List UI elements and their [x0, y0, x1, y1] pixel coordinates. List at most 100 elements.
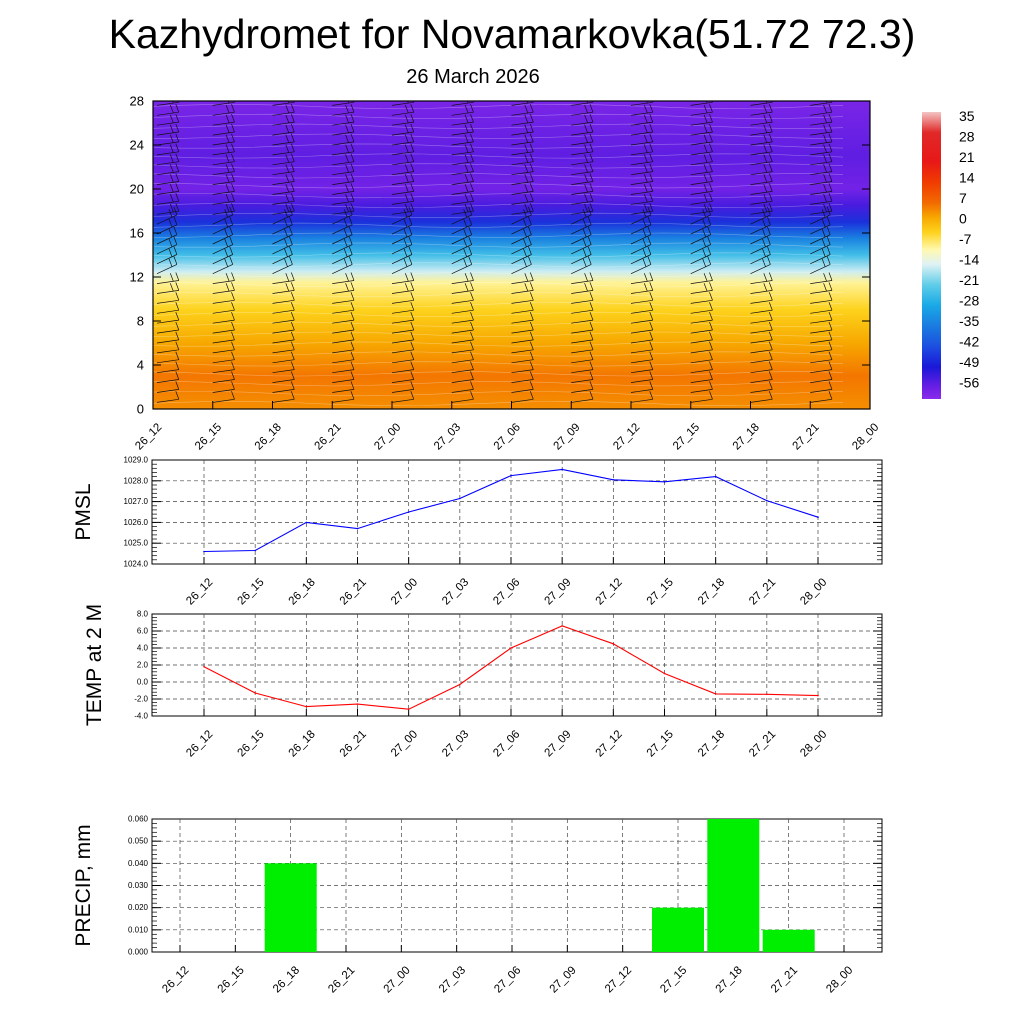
wind-barb: [511, 292, 534, 304]
wind-barb: [511, 246, 532, 265]
wind-barb: [810, 113, 833, 126]
wind-barb: [272, 246, 293, 265]
wind-barb: [810, 391, 833, 403]
wind-barb: [869, 293, 870, 294]
data-point: [510, 474, 512, 477]
wind-barb: [332, 226, 353, 245]
wind-barb: [750, 331, 773, 344]
wind-barb: [869, 213, 870, 215]
x-tick-label: 27_18: [696, 576, 727, 607]
wind-barb: [810, 193, 833, 205]
wind-barb: [869, 164, 870, 165]
wind-barb: [451, 236, 473, 255]
wind-barb: [272, 203, 295, 215]
wind-barb: [571, 341, 594, 354]
wind-barb: [212, 292, 235, 304]
wind-barb: [391, 321, 415, 334]
wind-barb: [156, 292, 180, 304]
wind-barb: [869, 223, 870, 225]
contour-line: [153, 272, 844, 278]
wind-barb: [451, 331, 474, 344]
wind-barb: [156, 371, 180, 383]
wind-barb: [511, 101, 534, 106]
wind-barb: [810, 226, 831, 245]
wind-barb: [272, 381, 295, 393]
wind-barb: [810, 203, 833, 215]
wind-barb: [690, 311, 713, 324]
wind-barb: [690, 381, 713, 393]
wind-barb: [272, 341, 295, 354]
wind-barb: [869, 233, 870, 235]
wind-barb: [156, 246, 178, 265]
wind-barb: [332, 183, 355, 195]
wind-barb: [571, 256, 592, 275]
wind-barb: [212, 302, 235, 314]
wind-barb: [690, 113, 713, 126]
data-point: [663, 672, 666, 675]
wind-barb: [332, 113, 355, 126]
wind-barb: [869, 144, 870, 145]
y-tick-label: 0.030: [128, 881, 149, 890]
colorbar-label: -21: [959, 272, 979, 288]
wind-barb: [272, 361, 295, 374]
wind-barb: [272, 292, 295, 304]
wind-barb: [511, 173, 534, 185]
wind-barb: [869, 332, 870, 334]
data-point: [203, 550, 205, 553]
wind-barb: [511, 311, 534, 324]
y-axis-title: PRECIP, mm: [72, 824, 95, 946]
wind-barb: [272, 193, 295, 205]
wind-barb: [332, 272, 355, 284]
wind-barb: [391, 256, 413, 275]
wind-barb: [571, 173, 594, 185]
wind-barb: [511, 341, 534, 354]
y-tick-label: 20: [130, 182, 144, 197]
wind-barb: [272, 123, 295, 136]
y-tick-label: 1027.0: [124, 497, 149, 506]
colorbar-strip: [922, 112, 941, 399]
contour-line: [153, 400, 844, 407]
wind-barb: [156, 302, 180, 314]
wind-barb: [511, 361, 534, 374]
wind-barb: [212, 361, 235, 374]
x-tick-label: 27_06: [492, 421, 523, 452]
wind-barb: [571, 351, 594, 364]
wind-barb: [212, 206, 234, 225]
wind-barb: [451, 341, 474, 354]
wind-barb: [272, 113, 295, 126]
data-point: [305, 705, 308, 708]
wind-barb: [750, 163, 773, 176]
wind-barb: [451, 113, 474, 126]
wind-barb: [511, 381, 534, 393]
wind-barb: [869, 283, 870, 284]
x-tick-label: 27_18: [696, 728, 727, 759]
y-tick-label: 4: [137, 358, 144, 373]
wind-barb: [511, 143, 534, 156]
colorbar-label: 21: [959, 149, 975, 165]
wind-barb: [451, 206, 473, 225]
wind-barb: [810, 143, 833, 156]
wind-barb: [212, 256, 234, 275]
wind-barb: [630, 341, 654, 354]
wind-barb: [272, 173, 295, 185]
wind-barb: [869, 352, 870, 353]
profile-contours: [153, 103, 844, 407]
wind-barb: [156, 193, 180, 205]
wind-barb: [750, 203, 773, 215]
data-point: [663, 481, 666, 483]
wind-barb: [571, 391, 594, 403]
wind-barb: [690, 321, 713, 334]
wind-barb: [630, 246, 652, 265]
wind-barb: [869, 253, 870, 254]
wind-barb: [212, 282, 235, 294]
wind-barb: [630, 351, 654, 364]
x-tick-label: 27_21: [791, 421, 822, 452]
contour-line: [153, 341, 844, 347]
wind-barb: [511, 351, 534, 364]
data-point: [817, 516, 819, 518]
wind-barb: [391, 361, 415, 374]
wind-barb: [750, 153, 773, 166]
wind-barb: [511, 256, 532, 275]
contour-line: [153, 351, 844, 357]
x-tick-label: 26_18: [287, 576, 318, 607]
